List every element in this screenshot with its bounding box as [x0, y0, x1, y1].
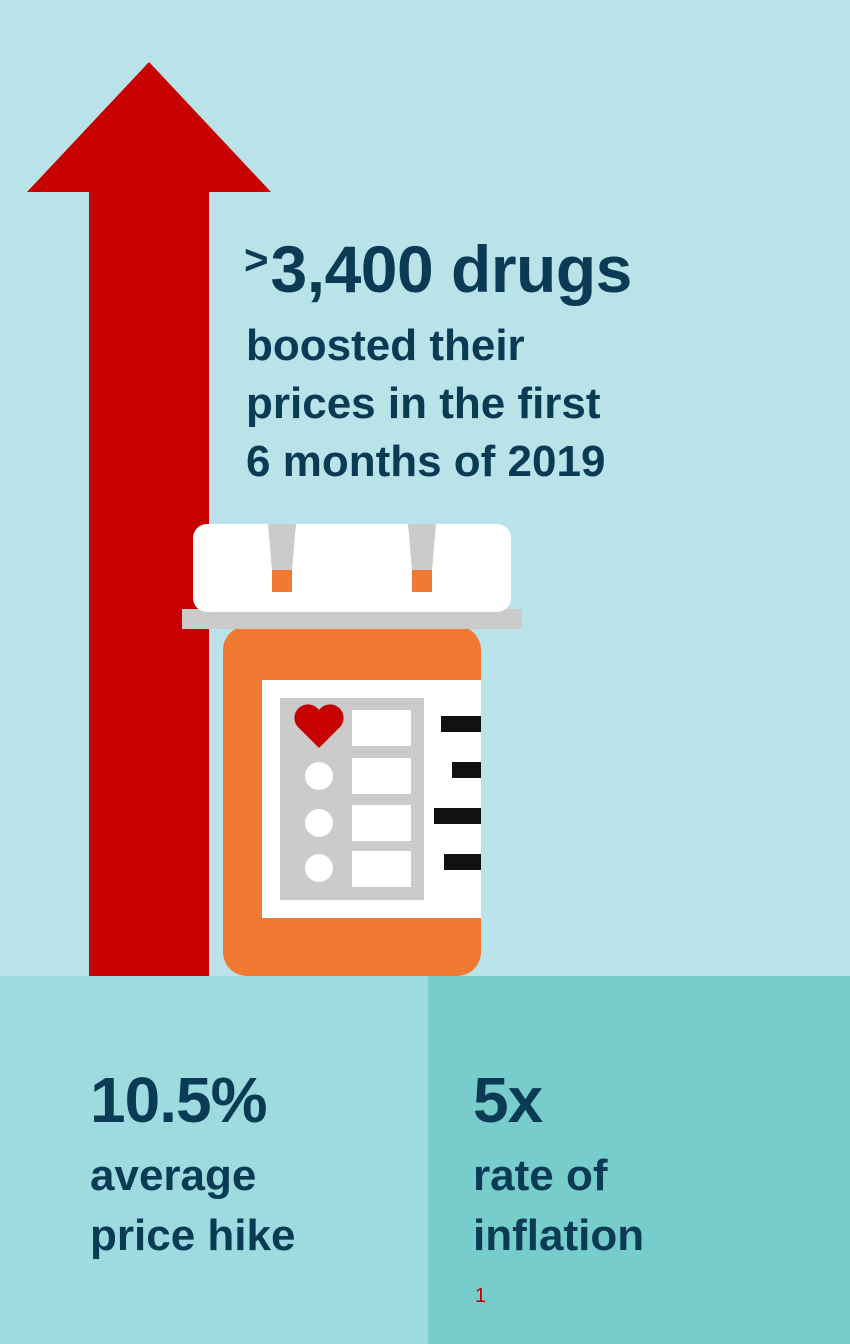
stat-panel-inflation: 5x rate of inflation 1 — [428, 976, 850, 1344]
up-arrow-icon — [27, 62, 271, 976]
label-barcode-3 — [434, 808, 481, 824]
label-barcode-2 — [452, 762, 481, 778]
bottle-cap-rim — [182, 609, 522, 629]
cap-tick-right-tip — [412, 570, 432, 592]
headline-line: boosted their — [246, 321, 525, 370]
headline-prefix: > — [244, 236, 269, 283]
stat-label-line: price hike — [90, 1211, 296, 1260]
label-barcode-4 — [444, 854, 481, 870]
checklist-box-1 — [352, 710, 411, 746]
label-barcode-1 — [441, 716, 481, 732]
stat-label-text: inflation — [473, 1211, 645, 1260]
checklist-dot-2 — [305, 762, 333, 790]
checklist-box-4 — [352, 851, 411, 887]
cap-tick-left — [268, 524, 296, 570]
checklist-dot-3 — [305, 809, 333, 837]
stat-label: rate of inflation 1 — [473, 1146, 644, 1344]
footnote-marker[interactable]: 1 — [475, 1285, 487, 1307]
heart-icon — [294, 704, 344, 748]
headline-line: 6 months of 2019 — [246, 437, 606, 486]
checklist-box-2 — [352, 758, 411, 794]
pill-bottle-icon — [182, 524, 522, 976]
stat-value: 10.5% — [90, 1064, 267, 1136]
headline-count: 3,400 drugs — [270, 232, 633, 306]
stat-panel-price-hike: 10.5% average price hike — [0, 976, 428, 1344]
stat-value: 5x — [473, 1064, 543, 1136]
stat-label-line: rate of — [473, 1151, 608, 1200]
bottle-cap — [193, 524, 511, 612]
stat-label: average price hike — [90, 1146, 295, 1266]
stat-label-line: average — [90, 1151, 257, 1200]
headline-line: prices in the first — [246, 379, 601, 428]
stat-label-line: inflation 1 — [473, 1206, 644, 1344]
cap-tick-left-tip — [272, 570, 292, 592]
checklist-box-3 — [352, 805, 411, 841]
checklist-dot-4 — [305, 854, 333, 882]
headline-description: boosted their prices in the first 6 mont… — [246, 317, 605, 491]
headline: >3,400 drugs — [244, 236, 632, 302]
cap-tick-right — [408, 524, 436, 570]
